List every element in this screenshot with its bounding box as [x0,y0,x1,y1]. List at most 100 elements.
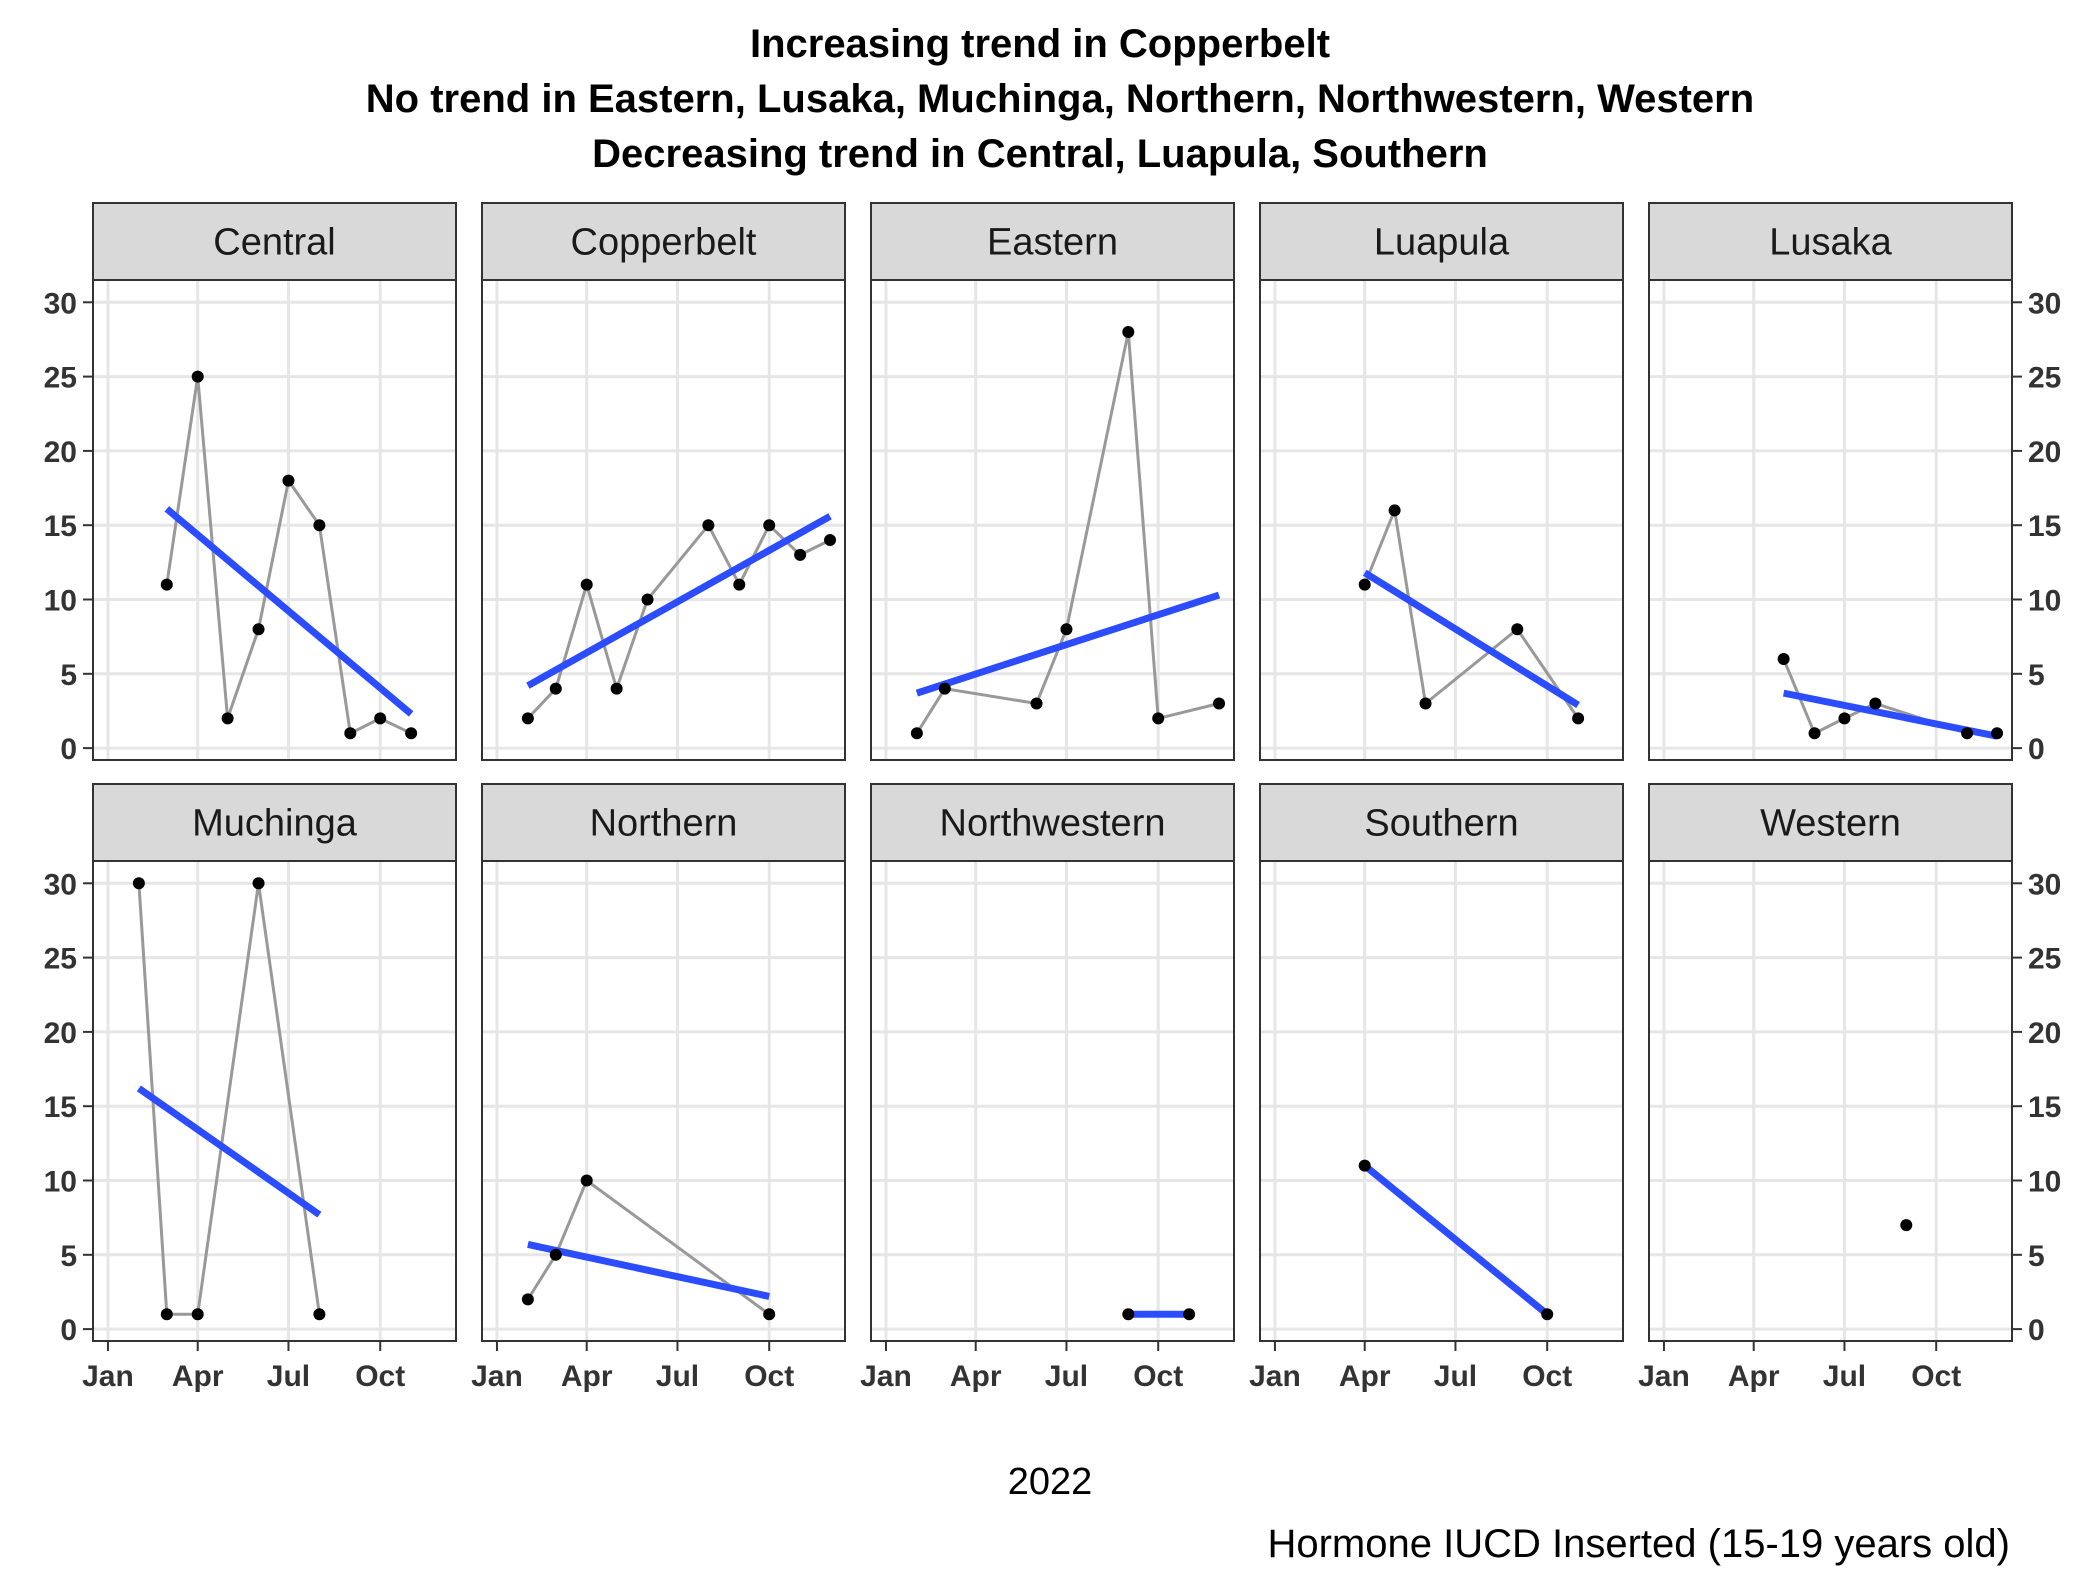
y-tick-label: 30 [44,868,77,901]
x-tick-label: Oct [1133,1360,1183,1393]
trend-line [527,1240,770,1300]
x-tick-label: Apr [172,1360,224,1393]
strip-background [481,783,846,862]
data-point [313,1308,326,1321]
y-tick-label: 25 [44,362,77,395]
y-tick-label: 5 [2028,659,2045,692]
data-point [405,727,418,740]
data-point [610,682,623,695]
trend-line [164,506,414,717]
data-point [1991,727,2004,740]
y-tick-label: 10 [44,1166,77,1199]
data-point [1869,697,1882,710]
panel-background [871,280,1234,760]
y-tick-label: 10 [44,585,77,618]
chart-title-line-2: No trend in Eastern, Lusaka, Muchinga, N… [366,77,1754,121]
x-tick-label: Oct [355,1360,405,1393]
trend-line [136,1085,322,1218]
data-point [1900,1219,1913,1232]
data-point [702,519,715,532]
strip-label: Luapula [1374,222,1510,264]
data-point [191,370,204,383]
chart-caption: Hormone IUCD Inserted (15-19 years old) [1267,1522,2010,1566]
y-tick-label: 5 [60,659,77,692]
x-tick-label: Jul [1434,1360,1477,1393]
facet-lusaka: Lusaka 0 5 10 15 20 25 30 [1648,202,2061,766]
data-point [580,578,593,591]
panel-background [482,280,845,760]
data-point [252,623,265,636]
data-point [763,1308,776,1321]
data-point [1152,712,1165,725]
facet-southern: Southern Jan Apr Jul Oct [1249,783,1624,1393]
y-tick-label: 20 [44,1017,77,1050]
x-tick-label: Apr [561,1360,613,1393]
strip-background [1648,783,2013,862]
data-point [521,712,534,725]
data-point [1388,504,1401,517]
facet-eastern: Eastern [870,202,1235,761]
trend-line [1782,689,1998,740]
x-tick-label: Apr [1339,1360,1391,1393]
x-tick-label: Jan [860,1360,912,1393]
data-point [521,1293,534,1306]
y-tick-label: 25 [44,943,77,976]
y-tick-label: 10 [2028,1166,2061,1199]
data-point [1541,1308,1554,1321]
strip-background [92,783,457,862]
chart-title-line-3: Decreasing trend in Central, Luapula, So… [592,132,1488,176]
strip-label: Eastern [987,222,1118,264]
y-tick-label: 15 [2028,1091,2061,1124]
data-point [1808,727,1821,740]
y-tick-label: 20 [2028,436,2061,469]
strip-background [1259,783,1624,862]
data-point [938,682,951,695]
facet-copperbelt: Copperbelt [481,202,846,761]
data-point [1358,1159,1371,1172]
x-tick-label: Jan [1249,1360,1301,1393]
data-point [160,578,173,591]
data-point [549,1248,562,1261]
x-tick-label: Jul [1823,1360,1866,1393]
data-point [313,519,326,532]
data-point [374,712,387,725]
strip-background [92,202,457,281]
x-tick-label: Apr [1728,1360,1780,1393]
data-point [1961,727,1974,740]
data-point [1572,712,1585,725]
data-point [641,593,654,606]
strip-background [870,202,1235,281]
y-tick-label: 20 [44,436,77,469]
y-tick-label: 0 [60,1314,77,1347]
facet-panels: Central 0 5 10 15 20 25 30 Copperbelt Eastern Luap… [44,202,2061,1393]
data-point [794,548,807,561]
data-point [549,682,562,695]
strip-label: Central [213,222,336,264]
facet-muchinga: Muchinga 0 5 10 15 20 25 30 Jan Apr Jul Oct [44,783,457,1393]
x-tick-label: Jan [82,1360,134,1393]
panel-background [1649,861,2012,1341]
strip-label: Lusaka [1769,222,1892,264]
data-point [1122,326,1135,339]
x-tick-label: Jul [1045,1360,1088,1393]
x-tick-label: Jul [267,1360,310,1393]
data-point [580,1174,593,1187]
x-tick-label: Oct [1911,1360,1961,1393]
panel-background [93,861,456,1341]
data-point [1122,1308,1135,1321]
strip-label: Southern [1364,803,1518,845]
y-tick-label: 25 [2028,362,2061,395]
y-tick-label: 5 [60,1240,77,1273]
strip-background [481,202,846,281]
data-point [1511,623,1524,636]
strip-background [1648,202,2013,281]
data-point [221,712,234,725]
x-tick-label: Jul [656,1360,699,1393]
data-point [344,727,357,740]
x-tick-label: Jan [471,1360,523,1393]
x-tick-label: Jan [1638,1360,1690,1393]
panel-background [871,861,1234,1341]
data-point [282,474,295,487]
strip-label: Western [1760,803,1901,845]
